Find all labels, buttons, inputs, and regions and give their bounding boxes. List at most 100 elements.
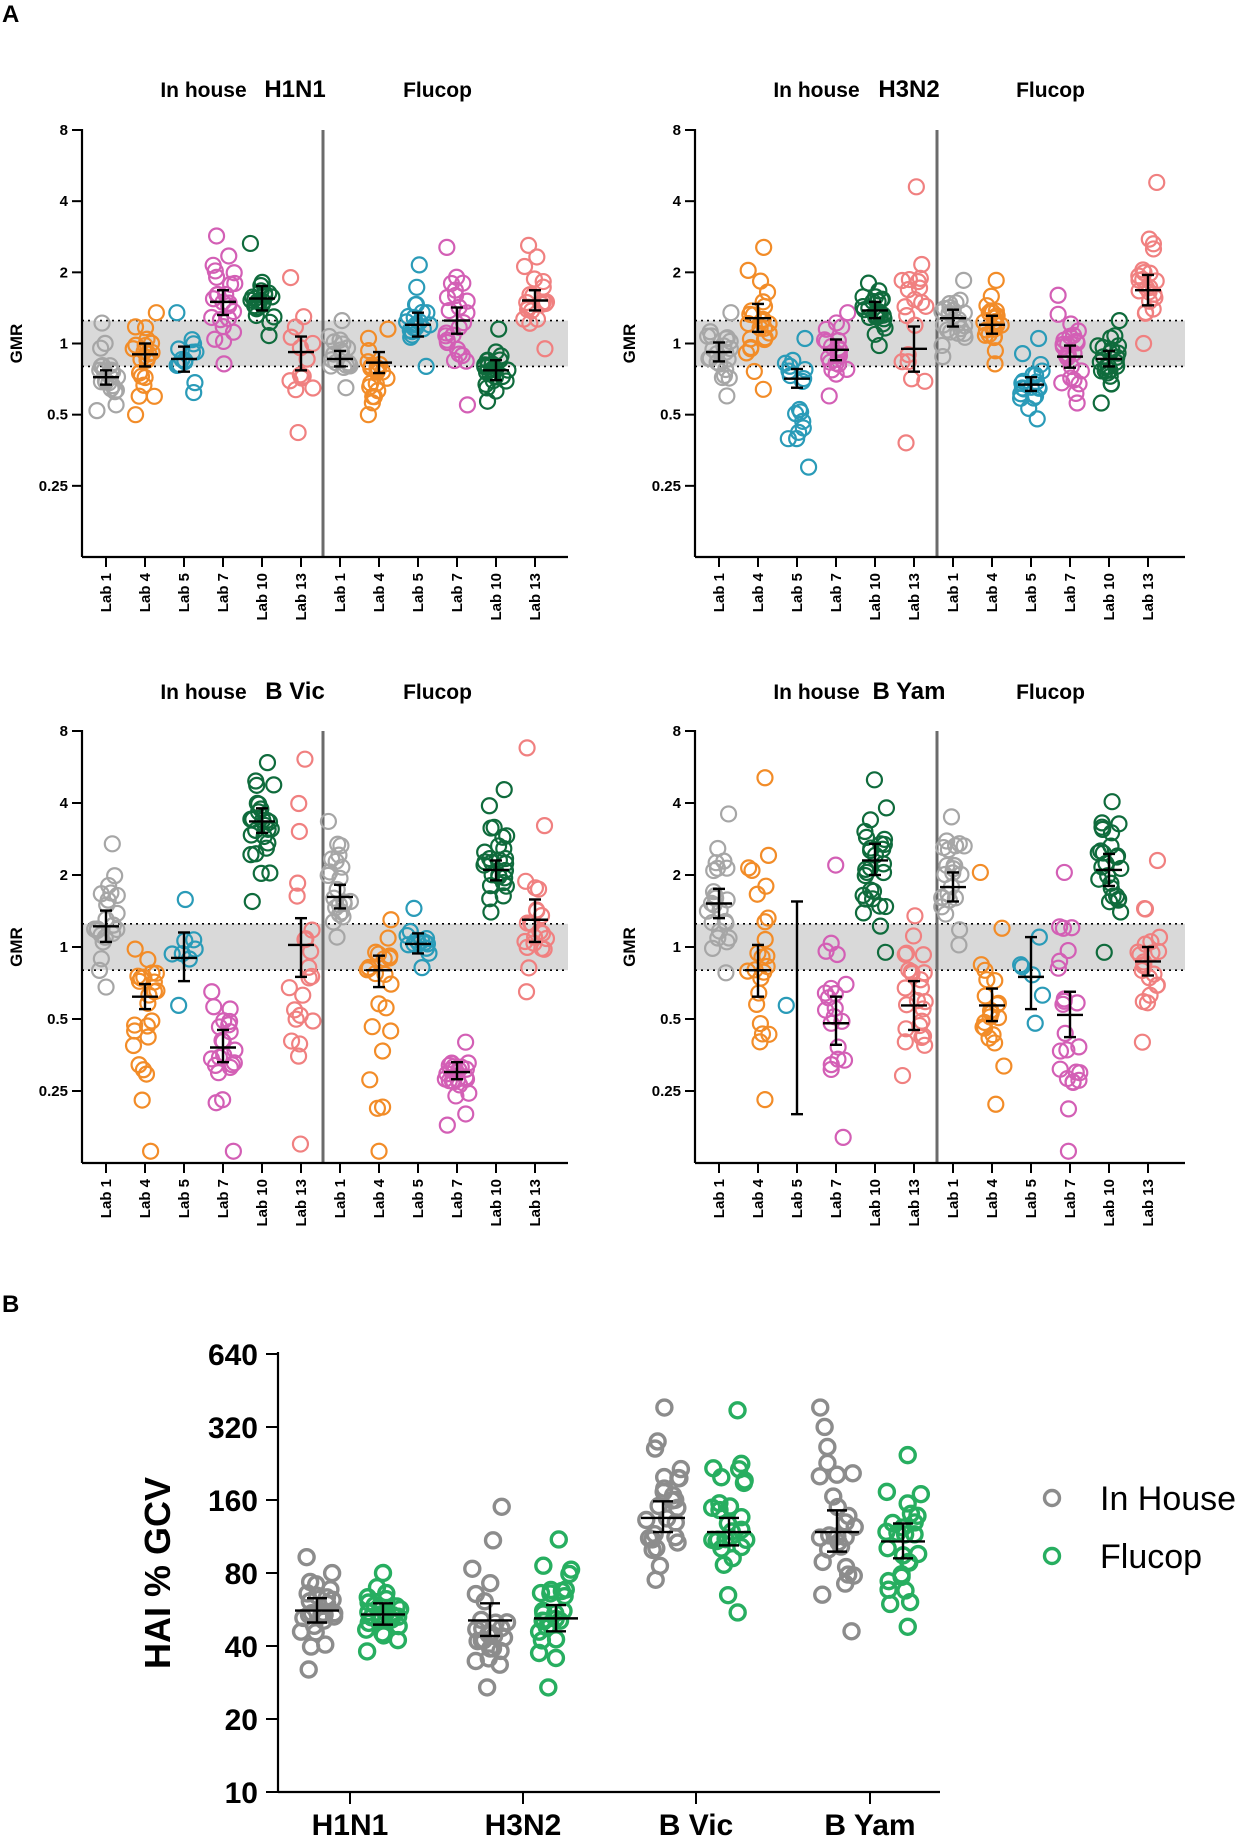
- data-point: [337, 379, 355, 397]
- data-point: [759, 846, 778, 864]
- data-point: [357, 1642, 377, 1661]
- data-point: [732, 1454, 751, 1474]
- data-point: [1140, 292, 1159, 310]
- data-point: [728, 1603, 747, 1622]
- data-point: [438, 238, 456, 256]
- data-point: [897, 944, 916, 962]
- data-point: [1026, 1014, 1044, 1032]
- data-point: [756, 913, 774, 931]
- x-tick-label: Lab 13: [293, 573, 310, 621]
- data-point: [438, 331, 456, 349]
- data-point: [313, 1603, 333, 1623]
- data-point: [756, 930, 774, 949]
- data-point: [224, 1142, 242, 1160]
- y-tick-label: 320: [208, 1412, 258, 1445]
- equivalence-band: [695, 923, 1185, 971]
- data-point: [818, 1540, 838, 1559]
- x-tick-label: Lab 10: [488, 573, 505, 621]
- data-point: [876, 943, 895, 961]
- data-point: [827, 856, 845, 874]
- data-point: [815, 1417, 834, 1437]
- data-point: [878, 1538, 897, 1558]
- data-point: [206, 330, 224, 348]
- data-point: [956, 328, 974, 346]
- data-point: [1135, 334, 1153, 353]
- x-tick-label: Lab 13: [906, 573, 923, 621]
- data-point: [291, 1006, 309, 1024]
- data-point: [743, 861, 761, 880]
- data-point: [299, 1660, 318, 1679]
- data-point: [951, 921, 969, 939]
- data-point: [108, 886, 126, 905]
- data-point: [1059, 941, 1077, 960]
- data-point: [225, 264, 243, 282]
- data-point: [291, 1135, 310, 1153]
- data-point: [1135, 956, 1153, 974]
- data-point: [753, 1025, 772, 1043]
- data-point: [917, 297, 935, 315]
- data-point: [1148, 851, 1167, 870]
- data-point: [914, 946, 933, 964]
- data-point: [170, 996, 188, 1014]
- data-point: [740, 859, 758, 877]
- data-point: [333, 311, 351, 330]
- data-point: [818, 1453, 837, 1473]
- data-point: [737, 344, 756, 362]
- x-tick-label: Lab 1: [332, 1179, 349, 1218]
- y-tick-label: 640: [208, 1339, 258, 1372]
- data-point: [1133, 1033, 1152, 1051]
- data-point: [709, 839, 727, 858]
- x-tick-label: Lab 13: [527, 1179, 544, 1227]
- data-point: [874, 855, 893, 873]
- data-point: [940, 891, 958, 909]
- data-point: [561, 1560, 581, 1579]
- data-point: [742, 338, 760, 357]
- x-tick-label: Lab 1: [711, 573, 728, 612]
- data-point: [757, 877, 775, 895]
- data-point: [520, 959, 538, 977]
- data-point: [518, 739, 536, 757]
- x-tick-label: H1N1: [312, 1809, 389, 1842]
- data-point: [1093, 814, 1111, 832]
- data-point: [703, 913, 721, 932]
- data-point: [367, 374, 385, 393]
- data-point: [837, 975, 855, 993]
- x-tick-label: Lab 5: [1023, 1179, 1040, 1218]
- data-point: [877, 799, 896, 817]
- data-point: [942, 808, 961, 826]
- data-point: [986, 342, 1004, 360]
- data-point: [876, 897, 895, 916]
- data-point: [546, 1648, 566, 1668]
- data-point: [124, 1036, 143, 1055]
- data-point: [106, 383, 124, 401]
- data-point: [92, 339, 110, 357]
- data-point: [717, 964, 735, 982]
- data-point: [1144, 235, 1163, 253]
- group-label-in-house: In house: [773, 79, 859, 102]
- x-tick-label: Lab 10: [1101, 1179, 1118, 1227]
- data-point: [976, 961, 994, 979]
- chart-title: H1N1: [264, 76, 325, 103]
- data-point: [1033, 986, 1052, 1004]
- data-point: [289, 423, 307, 442]
- x-tick-label: H3N2: [485, 1809, 562, 1842]
- data-point: [519, 236, 538, 254]
- y-tick-label: 0.5: [47, 407, 68, 424]
- data-point: [987, 271, 1005, 289]
- data-point: [1089, 337, 1107, 355]
- data-point: [475, 856, 493, 874]
- data-point: [836, 1557, 856, 1577]
- x-tick-label: Lab 7: [449, 1179, 466, 1218]
- data-point: [1023, 966, 1041, 984]
- data-point: [368, 1099, 387, 1117]
- data-point: [1103, 793, 1121, 811]
- y-axis-label: GMR: [7, 927, 26, 967]
- x-tick-label: Lab 5: [410, 573, 427, 612]
- data-point: [897, 434, 915, 452]
- data-point: [515, 310, 533, 328]
- data-point: [401, 922, 419, 941]
- data-point: [226, 1041, 244, 1059]
- data-point: [203, 983, 221, 1001]
- data-point: [211, 311, 230, 329]
- y-axis-label: GMR: [620, 324, 639, 364]
